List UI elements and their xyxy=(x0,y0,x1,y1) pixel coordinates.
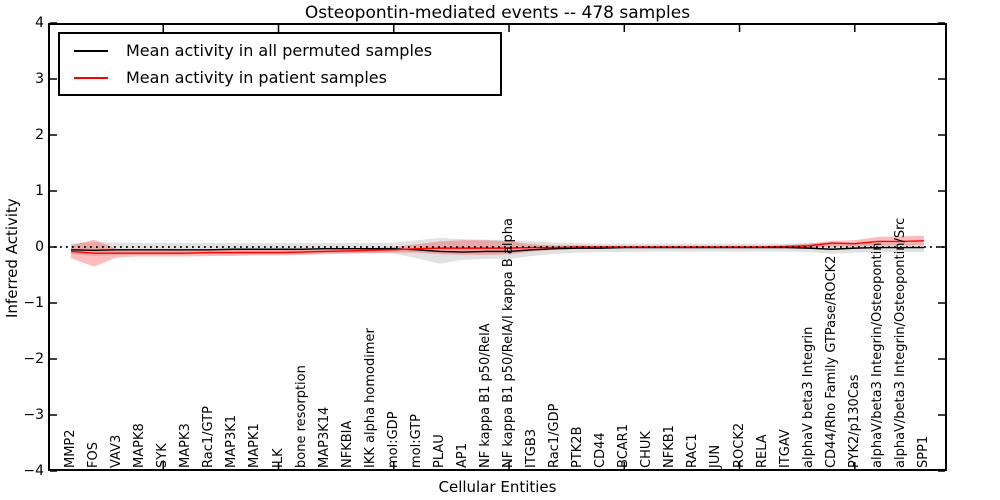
x-tick-label: alphaV/beta3 Integrin/Osteopontin/Src xyxy=(892,217,908,468)
x-tick-label: alphaV/beta3 Integrin/Osteopontin xyxy=(869,242,885,468)
x-tick-label: NF kappa B1 p50/RelA/I kappa B alpha xyxy=(501,218,517,468)
y-tick-label: −2 xyxy=(23,351,44,367)
x-tick-label: CD44/Rho Family GTPase/ROCK2 xyxy=(823,255,839,468)
x-tick-label: NFKB1 xyxy=(662,425,678,468)
x-tick-label: Rac1/GDP xyxy=(547,403,563,468)
x-tick-label: ITGAV xyxy=(777,429,793,468)
x-tick-label: FOS xyxy=(86,442,102,468)
x-tick-label: ROCK2 xyxy=(731,422,747,468)
x-tick-label: PLAU xyxy=(431,434,447,468)
y-tick-label: 0 xyxy=(35,239,44,255)
x-tick-label: alphaV beta3 Integrin xyxy=(800,326,816,468)
legend-permuted-line-icon xyxy=(74,49,108,52)
x-tick-label: MAP3K1 xyxy=(224,414,240,468)
x-tick-label: bone resorption xyxy=(293,365,309,468)
legend: Mean activity in all permuted samples Me… xyxy=(58,32,502,96)
x-tick-label: CD44 xyxy=(593,432,609,468)
x-tick-label: MAP3K14 xyxy=(316,406,332,468)
legend-item-permuted: Mean activity in all permuted samples xyxy=(60,41,500,60)
y-tick-label: 1 xyxy=(35,183,44,199)
x-tick-label: PYK2/p130Cas xyxy=(846,374,862,468)
x-tick-label: JUN xyxy=(708,444,724,468)
legend-patient-line-icon xyxy=(74,76,108,79)
x-tick-label: MMP2 xyxy=(63,429,79,468)
x-tick-label: NFKBIA xyxy=(339,420,355,468)
x-tick-label: MAPK3 xyxy=(178,423,194,468)
x-tick-label: MAPK8 xyxy=(132,423,148,468)
x-tick-label: VAV3 xyxy=(109,434,125,468)
legend-patient-label: Mean activity in patient samples xyxy=(126,68,387,87)
x-tick-label: PTK2B xyxy=(570,426,586,469)
y-tick-label: 4 xyxy=(35,15,44,31)
x-tick-label: mol:GTP xyxy=(408,414,424,468)
x-tick-label: IKK alpha homodimer xyxy=(362,328,378,468)
x-tick-label: mol:GDP xyxy=(385,411,401,468)
x-tick-label: RAC1 xyxy=(685,433,701,468)
y-tick-label: −4 xyxy=(23,463,44,479)
x-tick-label: SYK xyxy=(155,443,171,468)
chart-title: Osteopontin-mediated events -- 478 sampl… xyxy=(304,3,691,23)
y-axis-label: Inferred Activity xyxy=(3,198,21,318)
y-tick-label: 3 xyxy=(35,71,44,87)
x-tick-label: Rac1/GTP xyxy=(201,406,217,468)
x-tick-label: ILK xyxy=(270,448,286,468)
x-tick-label: NF kappa B1 p50/RelA xyxy=(477,323,493,468)
legend-item-patient: Mean activity in patient samples xyxy=(60,68,500,87)
axes-frame xyxy=(48,23,947,471)
y-tick-label: −3 xyxy=(23,407,44,423)
x-axis-label: Cellular Entities xyxy=(438,478,557,496)
x-tick-label: ITGB3 xyxy=(524,428,540,468)
y-tick-label: −1 xyxy=(23,295,44,311)
x-tick-label: BCAR1 xyxy=(616,424,632,468)
x-tick-label: AP1 xyxy=(454,442,470,468)
legend-permuted-label: Mean activity in all permuted samples xyxy=(126,41,433,60)
y-tick-label: 2 xyxy=(35,127,44,143)
x-tick-label: RELA xyxy=(754,434,770,468)
x-tick-label: SPP1 xyxy=(915,435,931,468)
chart-canvas xyxy=(48,22,947,472)
x-tick-label: CHUK xyxy=(639,431,655,468)
x-tick-label: MAPK1 xyxy=(247,423,263,468)
